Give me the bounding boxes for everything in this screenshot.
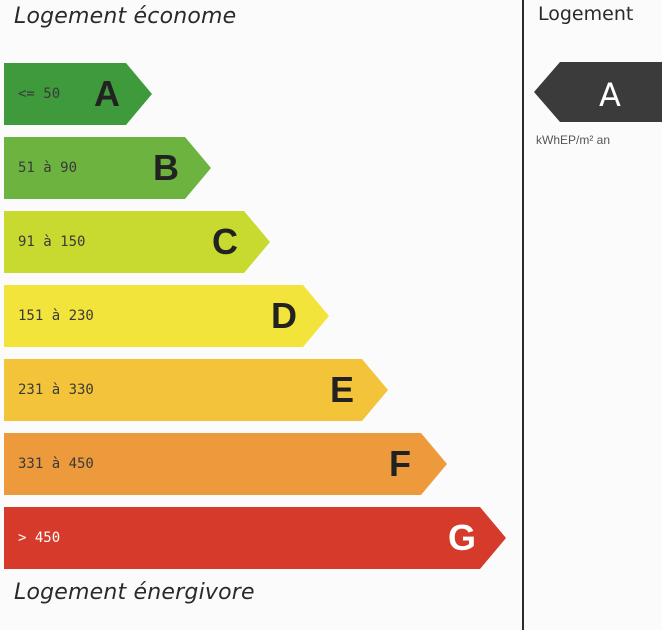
energy-band-range: > 450 (18, 530, 61, 546)
energy-scale: Logement économe <= 50 A 51 à 90 B 91 à 150 C… (4, 4, 506, 605)
energy-band-letter: E (330, 369, 355, 410)
energy-band-fill (4, 433, 447, 495)
energy-band-letter: B (153, 147, 179, 188)
energy-band-range: 91 à 150 (18, 234, 86, 250)
indicator-unit: kWhEP/m² an (536, 133, 611, 147)
energy-band-letter: C (212, 221, 238, 262)
energy-band-f: 331 à 450 F (4, 433, 447, 495)
energy-band-b: 51 à 90 B (4, 137, 211, 199)
energy-band-g: > 450 G (4, 507, 506, 569)
energy-band-letter: G (448, 517, 477, 558)
scale-top-title: Logement économe (14, 4, 237, 29)
energy-band-range: 331 à 450 (18, 456, 94, 472)
energy-band-fill (4, 285, 329, 347)
energy-band-range: <= 50 (18, 86, 61, 102)
energy-band-shape (4, 433, 447, 495)
current-class-indicator: A (534, 62, 662, 122)
scale-bottom-title: Logement énergivore (14, 580, 255, 605)
energy-band-a: <= 50 A (4, 63, 152, 125)
energy-band-letter: F (389, 443, 411, 484)
energy-band-fill (4, 359, 388, 421)
energy-band-e: 231 à 330 E (4, 359, 388, 421)
energy-band-fill (4, 137, 211, 199)
energy-band-range: 231 à 330 (18, 382, 94, 398)
indicator-arrow (534, 62, 662, 122)
energy-band-letter: D (271, 295, 297, 336)
energy-band-fill (4, 63, 152, 125)
energy-band-c: 91 à 150 C (4, 211, 270, 273)
energy-band-fill (4, 507, 506, 569)
energy-band-shape (4, 63, 152, 125)
energy-band-shape (4, 137, 211, 199)
energy-band-fill (4, 211, 270, 273)
column-divider (522, 0, 524, 630)
energy-band-range: 151 à 230 (18, 308, 94, 324)
energy-band-shape (4, 211, 270, 273)
energy-band-shape (4, 285, 329, 347)
energy-band-range: 51 à 90 (18, 160, 78, 176)
energy-band-shape (4, 507, 506, 569)
energy-band-d: 151 à 230 D (4, 285, 329, 347)
indicator-letter: A (599, 76, 621, 114)
indicator-heading: Logement (538, 3, 634, 25)
energy-band-letter: A (94, 73, 120, 114)
energy-band-shape (4, 359, 388, 421)
